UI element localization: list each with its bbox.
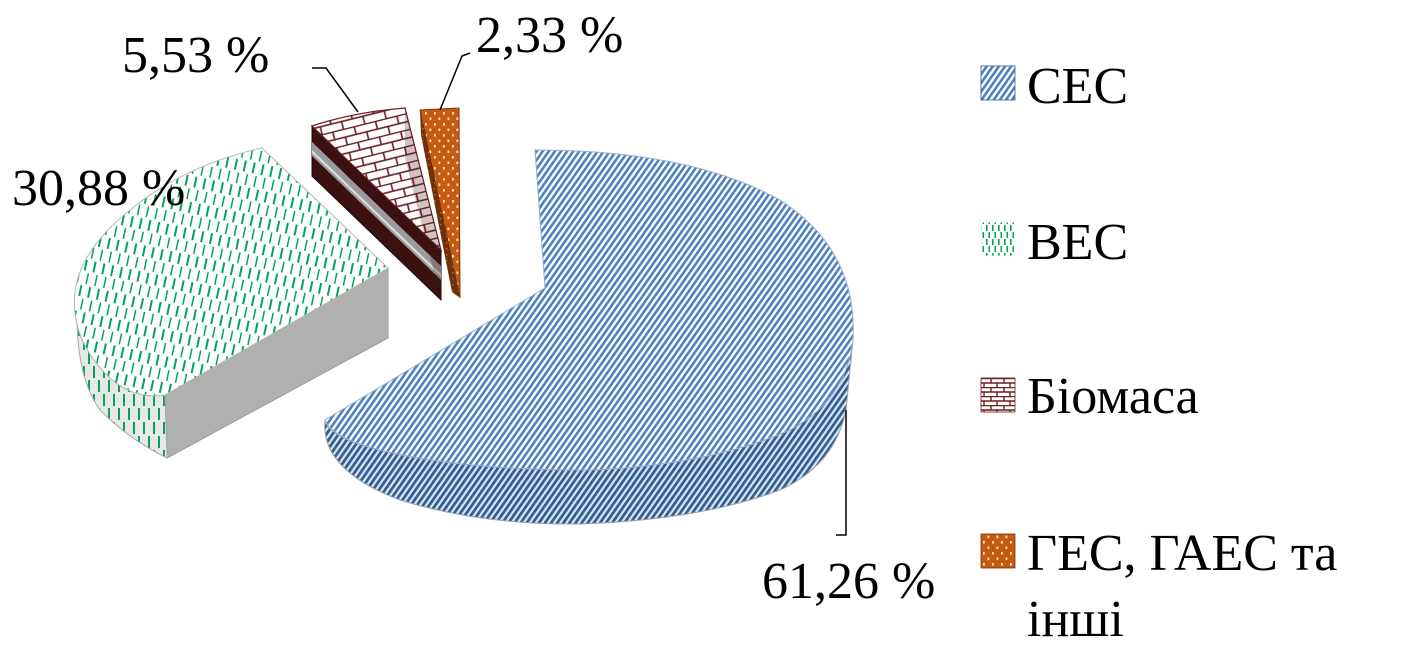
legend-swatch-ves — [980, 221, 1016, 257]
legend-swatch-ses — [980, 65, 1016, 101]
legend-item-ses: СЕС — [980, 58, 1128, 115]
leader-line-bio — [312, 67, 359, 113]
leader-line-ses — [836, 410, 847, 536]
legend-label-ges-line1: ГЕС, ГАЕС та — [1027, 525, 1337, 582]
data-label-ves: 30,88 % — [12, 160, 185, 217]
legend: СЕС ВЕС Біомаса ГЕС, ГАЕС та інші — [980, 58, 1350, 648]
legend-label-ses: СЕС — [1027, 58, 1128, 115]
legend-item-ves: ВЕС — [980, 214, 1128, 271]
slice-biomass — [310, 107, 443, 302]
data-label-ges: 2,33 % — [476, 7, 623, 64]
legend-swatch-bio — [980, 377, 1016, 413]
legend-label-bio: Біомаса — [1027, 368, 1199, 425]
legend-swatch-ges — [980, 533, 1016, 569]
data-label-bio: 5,53 % — [122, 27, 269, 84]
legend-item-bio: Біомаса — [980, 368, 1199, 425]
leader-line-ges — [439, 52, 471, 111]
legend-label-ves: ВЕС — [1027, 214, 1128, 271]
data-label-ses: 61,26 % — [762, 553, 935, 610]
slice-ves — [73, 147, 389, 459]
slice-hydro — [419, 107, 461, 299]
leader-lines — [312, 52, 847, 536]
legend-label-ges: ГЕС, ГАЕС та інші — [1027, 525, 1350, 648]
legend-item-ges: ГЕС, ГАЕС та інші — [980, 525, 1350, 648]
legend-label-ges-line2: інші — [1027, 591, 1124, 648]
